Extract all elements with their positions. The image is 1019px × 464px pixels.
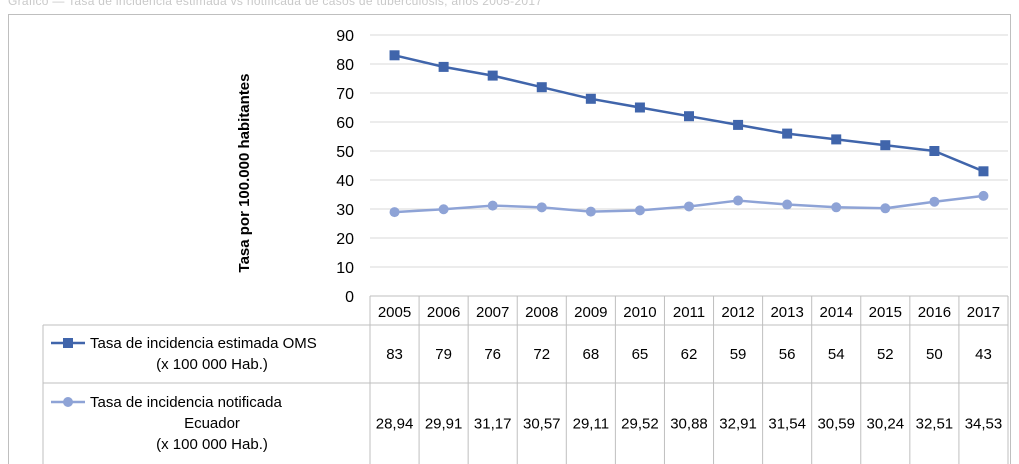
data-label: 83	[386, 346, 403, 363]
data-label: 43	[975, 346, 992, 363]
data-point	[978, 166, 989, 177]
legend-label: Tasa de incidencia estimada OMS	[90, 335, 317, 352]
data-point	[978, 190, 989, 201]
y-tick-label: 90	[336, 28, 354, 45]
data-point	[782, 199, 793, 210]
data-label: 50	[926, 346, 943, 363]
data-point	[438, 61, 449, 72]
data-label: 68	[583, 346, 600, 363]
data-label: 28,94	[376, 416, 414, 433]
x-tick-label: 2011	[673, 304, 705, 321]
data-point	[438, 204, 449, 215]
data-point	[536, 82, 547, 93]
data-label: 30,57	[523, 416, 561, 433]
data-label: 52	[877, 346, 894, 363]
data-label: 30,59	[817, 416, 855, 433]
data-point	[831, 202, 842, 213]
data-label: 72	[533, 346, 550, 363]
data-point	[684, 111, 694, 122]
data-label: 54	[828, 346, 845, 363]
data-point	[831, 134, 842, 145]
data-table: 2005 2006 2007 2008 2009 2010 2011 2012 2013 2014…	[42, 295, 1009, 464]
data-label: 32,91	[719, 416, 757, 433]
data-point	[487, 200, 498, 211]
data-point	[733, 119, 744, 130]
x-tick-label: 2008	[525, 304, 558, 321]
y-tick-label: 70	[336, 86, 354, 103]
y-tick-label: 20	[336, 231, 354, 248]
x-tick-label: 2007	[476, 304, 509, 321]
y-tick-label: 30	[336, 202, 354, 219]
data-point	[634, 102, 645, 113]
data-label: 29,52	[621, 416, 659, 433]
legend-label: (x 100 000 Hab.)	[156, 356, 268, 373]
legend-label: (x 100 000 Hab.)	[156, 436, 268, 453]
x-tick-label: 2010	[623, 304, 656, 321]
data-point	[684, 201, 694, 212]
data-point	[880, 203, 891, 214]
legend-label: Ecuador	[184, 415, 240, 432]
chart-frame	[8, 14, 1011, 464]
data-label: 34,53	[965, 416, 1003, 433]
data-point	[733, 195, 744, 206]
legend-label: Tasa de incidencia notificada	[90, 394, 282, 411]
y-tick-label: 60	[336, 115, 354, 132]
x-tick-label: 2017	[967, 304, 1000, 321]
data-label: 31,17	[474, 416, 512, 433]
y-axis-ticks: 0 10 20 30 40 50 60 70 80 90	[336, 28, 354, 306]
y-tick-label: 80	[336, 57, 354, 74]
y-axis-label: Tasa por 100.000 habitantes	[236, 74, 253, 273]
data-label: 59	[730, 346, 747, 363]
y-tick-label: 10	[336, 260, 354, 277]
data-label: 79	[435, 346, 452, 363]
legend-marker	[63, 338, 73, 348]
data-label: 29,11	[573, 416, 609, 433]
data-label: 56	[779, 346, 796, 363]
data-point	[585, 93, 596, 104]
data-point	[782, 128, 793, 139]
x-tick-label: 2015	[869, 304, 902, 321]
data-point	[929, 146, 940, 156]
x-tick-label: 2006	[427, 304, 460, 321]
data-point	[634, 205, 645, 216]
data-point	[929, 196, 940, 207]
data-label: 30,24	[867, 416, 905, 433]
x-tick-label: 2016	[918, 304, 951, 321]
chart-caption: Gráfico — Tasa de incidencia estimada vs…	[8, 0, 543, 8]
data-label: 31,54	[768, 416, 806, 433]
grid-layer	[370, 34, 1008, 268]
data-label: 30,88	[670, 416, 708, 433]
x-tick-label: 2005	[378, 304, 411, 321]
x-tick-label: 2009	[574, 304, 607, 321]
y-tick-label: 0	[345, 289, 354, 306]
data-label: 32,51	[916, 416, 954, 433]
x-tick-label: 2012	[721, 304, 754, 321]
data-label: 65	[632, 346, 649, 363]
series-layer	[389, 50, 989, 218]
data-point	[880, 140, 891, 151]
data-point	[585, 206, 596, 217]
x-tick-label: 2013	[770, 304, 803, 321]
data-point	[487, 70, 498, 81]
data-label: 76	[484, 346, 501, 363]
x-tick-label: 2014	[820, 304, 853, 321]
legend-marker	[63, 397, 73, 407]
data-label: 29,91	[425, 416, 463, 433]
data-point	[389, 207, 400, 218]
data-point	[389, 50, 400, 61]
data-point	[536, 202, 547, 213]
y-tick-label: 40	[336, 173, 354, 190]
data-label: 62	[681, 346, 698, 363]
y-tick-label: 50	[336, 144, 354, 161]
